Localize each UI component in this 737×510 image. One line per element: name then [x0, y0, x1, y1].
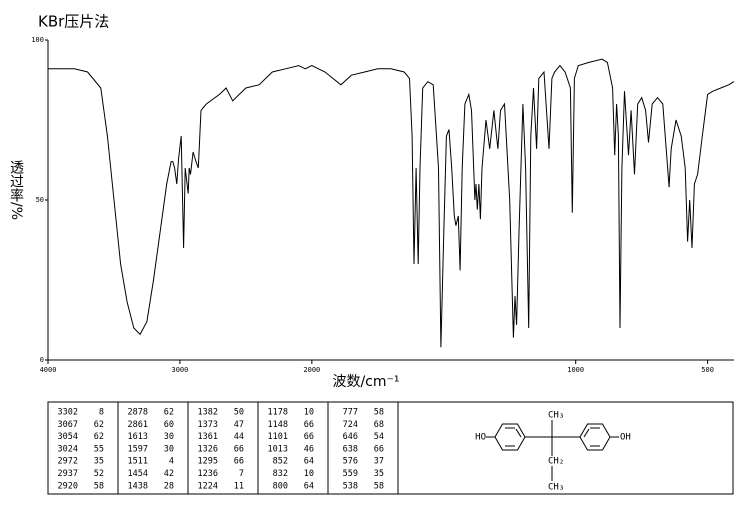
structure-label: CH₃: [548, 411, 564, 421]
peak-transmittance: 62: [164, 408, 174, 418]
peak-transmittance: 66: [234, 457, 244, 467]
peak-transmittance: 58: [374, 481, 384, 491]
peak-transmittance: 4: [169, 457, 174, 467]
peak-wavenumber: 1382: [198, 408, 218, 418]
peak-wavenumber: 2972: [58, 457, 78, 467]
peak-transmittance: 35: [374, 469, 384, 479]
peak-transmittance: 52: [94, 469, 104, 479]
structure-label: CH₂: [548, 457, 564, 467]
peak-wavenumber: 1613: [128, 432, 148, 442]
x-tick-label: 3000: [171, 366, 188, 374]
x-axis-label: 波数/cm⁻¹: [332, 374, 399, 390]
peak-transmittance: 10: [304, 408, 314, 418]
peak-wavenumber: 777: [343, 408, 358, 418]
x-tick-label: 1000: [567, 366, 584, 374]
peak-wavenumber: 2937: [58, 469, 78, 479]
structure-label: CH₃: [548, 483, 564, 493]
peak-wavenumber: 1101: [268, 432, 288, 442]
peak-wavenumber: 1236: [198, 469, 218, 479]
peak-transmittance: 7: [239, 469, 244, 479]
peak-transmittance: 58: [94, 481, 104, 491]
peak-transmittance: 55: [94, 444, 104, 454]
structure-label: OH: [620, 433, 631, 443]
peak-wavenumber: 1224: [198, 481, 218, 491]
peak-wavenumber: 2878: [128, 408, 148, 418]
y-tick-label: 100: [31, 36, 44, 44]
peak-transmittance: 66: [374, 444, 384, 454]
peak-transmittance: 60: [164, 420, 174, 430]
peak-transmittance: 66: [304, 432, 314, 442]
peak-transmittance: 44: [234, 432, 244, 442]
peak-transmittance: 10: [304, 469, 314, 479]
peak-transmittance: 30: [164, 432, 174, 442]
peak-wavenumber: 852: [273, 457, 288, 467]
peak-wavenumber: 576: [343, 457, 358, 467]
peak-transmittance: 66: [304, 420, 314, 430]
structure-label: HO: [475, 433, 486, 443]
structure-drawing: [486, 420, 619, 481]
peak-transmittance: 46: [304, 444, 314, 454]
x-tick-label: 2000: [303, 366, 320, 374]
peak-wavenumber: 3024: [58, 444, 78, 454]
peak-wavenumber: 1597: [128, 444, 148, 454]
peak-transmittance: 28: [164, 481, 174, 491]
peak-transmittance: 54: [374, 432, 384, 442]
peak-wavenumber: 724: [343, 420, 358, 430]
peak-transmittance: 11: [234, 481, 244, 491]
peak-wavenumber: 800: [273, 481, 288, 491]
y-tick-label: 50: [36, 196, 44, 204]
peak-transmittance: 62: [94, 420, 104, 430]
x-tick-label: 4000: [40, 366, 57, 374]
peak-transmittance: 30: [164, 444, 174, 454]
peak-transmittance: 35: [94, 457, 104, 467]
x-tick-label: 500: [701, 366, 714, 374]
peak-wavenumber: 1511: [128, 457, 148, 467]
peak-transmittance: 62: [94, 432, 104, 442]
peak-transmittance: 68: [374, 420, 384, 430]
peak-transmittance: 64: [304, 457, 314, 467]
peak-wavenumber: 1454: [128, 469, 148, 479]
peak-wavenumber: 538: [343, 481, 358, 491]
spectrum-line: [48, 58, 735, 348]
peak-wavenumber: 2861: [128, 420, 148, 430]
peak-wavenumber: 1438: [128, 481, 148, 491]
peak-wavenumber: 3067: [58, 420, 78, 430]
peak-wavenumber: 1148: [268, 420, 288, 430]
peak-wavenumber: 2920: [58, 481, 78, 491]
peak-wavenumber: 1373: [198, 420, 218, 430]
peak-transmittance: 58: [374, 408, 384, 418]
peak-wavenumber: 638: [343, 444, 358, 454]
peak-wavenumber: 3054: [58, 432, 78, 442]
peak-transmittance: 8: [99, 408, 104, 418]
peak-wavenumber: 1178: [268, 408, 288, 418]
peak-wavenumber: 3302: [58, 408, 78, 418]
y-tick-label: 0: [40, 356, 44, 364]
peak-transmittance: 47: [234, 420, 244, 430]
peak-wavenumber: 1361: [198, 432, 218, 442]
peak-transmittance: 64: [304, 481, 314, 491]
peak-transmittance: 42: [164, 469, 174, 479]
peak-transmittance: 66: [234, 444, 244, 454]
peak-wavenumber: 559: [343, 469, 358, 479]
chart-title: KBr压片法: [38, 13, 109, 31]
peak-transmittance: 50: [234, 408, 244, 418]
peak-wavenumber: 832: [273, 469, 288, 479]
peak-wavenumber: 1326: [198, 444, 218, 454]
peak-table-frame: [47, 401, 734, 495]
peak-transmittance: 37: [374, 457, 384, 467]
y-axis-label: 透过率/%: [8, 160, 24, 220]
peak-wavenumber: 1295: [198, 457, 218, 467]
peak-wavenumber: 646: [343, 432, 358, 442]
peak-wavenumber: 1013: [268, 444, 288, 454]
